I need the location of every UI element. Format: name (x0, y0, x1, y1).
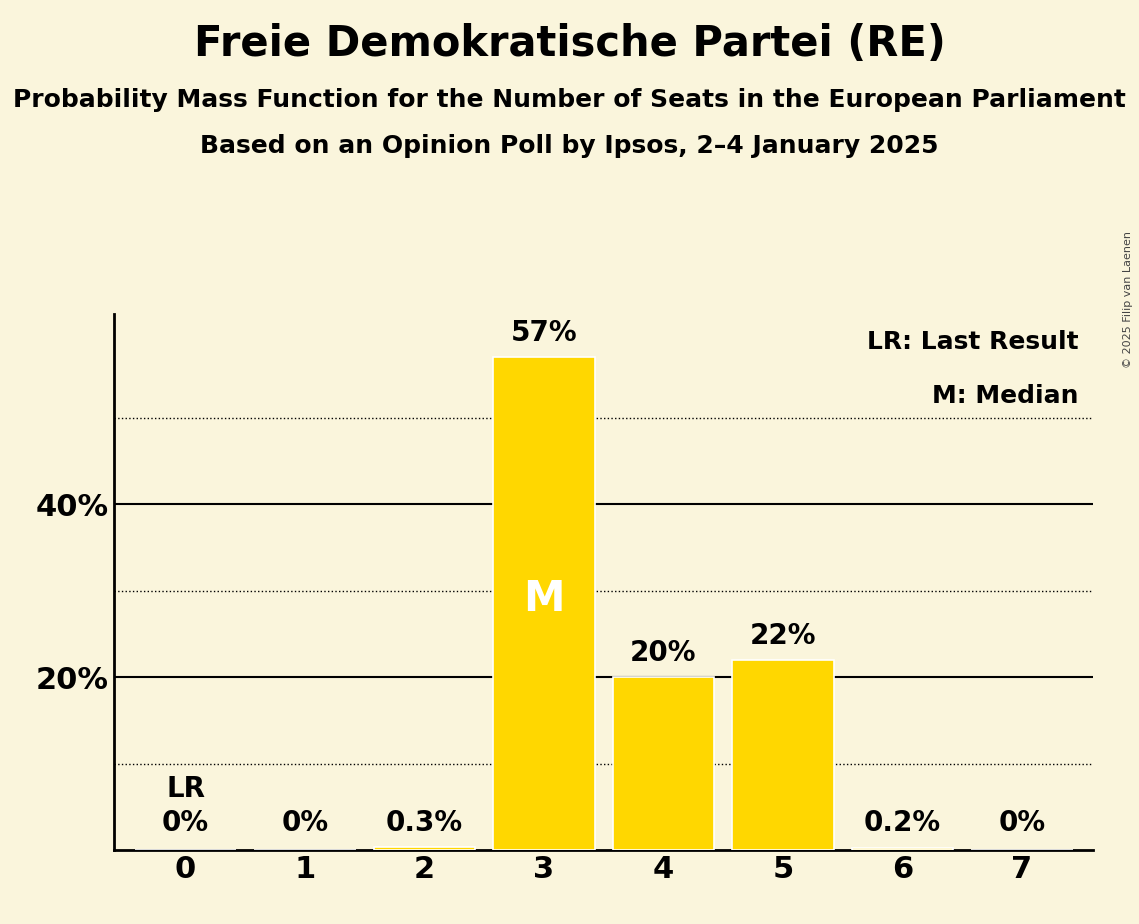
Text: 0.2%: 0.2% (863, 809, 941, 837)
Text: 20%: 20% (630, 638, 697, 667)
Text: 57%: 57% (510, 319, 577, 347)
Text: Probability Mass Function for the Number of Seats in the European Parliament: Probability Mass Function for the Number… (13, 88, 1126, 112)
Text: LR: Last Result: LR: Last Result (867, 330, 1079, 354)
Bar (374, 847, 475, 850)
Bar (493, 358, 595, 850)
Bar (613, 677, 714, 850)
Text: LR: LR (166, 774, 205, 803)
Text: © 2025 Filip van Laenen: © 2025 Filip van Laenen (1123, 231, 1133, 368)
Text: 0.3%: 0.3% (386, 809, 464, 837)
Text: Freie Demokratische Partei (RE): Freie Demokratische Partei (RE) (194, 23, 945, 65)
Text: M: Median: M: Median (932, 383, 1079, 407)
Bar (732, 660, 834, 850)
Text: 0%: 0% (998, 809, 1046, 837)
Text: 0%: 0% (162, 809, 210, 837)
Bar (852, 848, 953, 850)
Text: 22%: 22% (749, 622, 817, 650)
Text: Based on an Opinion Poll by Ipsos, 2–4 January 2025: Based on an Opinion Poll by Ipsos, 2–4 J… (200, 134, 939, 158)
Text: M: M (523, 578, 565, 620)
Text: 0%: 0% (281, 809, 328, 837)
